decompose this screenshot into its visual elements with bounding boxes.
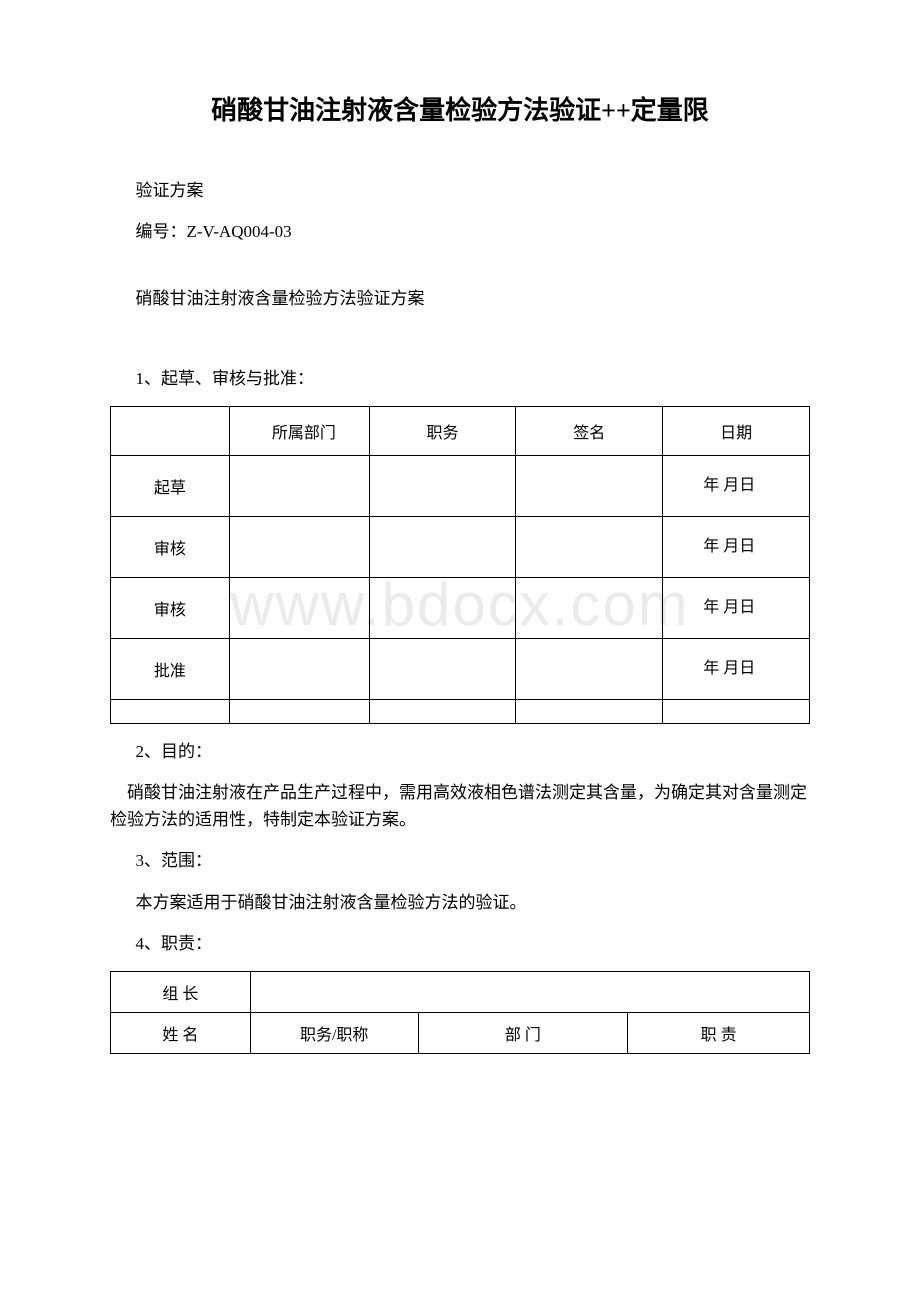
row-label: 起草 [111,455,230,516]
col-signature: 签名 [516,406,663,455]
table-header-row: 姓 名 职务/职称 部 门 职 责 [111,1012,810,1053]
section3-heading: 3、范围： [110,847,810,874]
col-dept: 部 门 [418,1012,628,1053]
row-date: 年 月日 [663,455,810,516]
col-resp: 职 责 [628,1012,810,1053]
table-row [111,699,810,723]
row-date: 年 月日 [663,577,810,638]
table-header-row: 所属部门 职务 签名 日期 [111,406,810,455]
row-date: 年 月日 [663,516,810,577]
col-date: 日期 [663,406,810,455]
approval-table: 所属部门 职务 签名 日期 起草 年 月日 审核 年 月日 审核 年 月日 批准… [110,406,810,724]
responsibility-table: 组 长 姓 名 职务/职称 部 门 职 责 [110,971,810,1054]
col-name: 姓 名 [111,1012,251,1053]
row-date: 年 月日 [663,638,810,699]
subtitle-line1: 验证方案 [110,177,810,204]
section1-heading: 1、起草、审核与批准： [110,365,810,392]
table-row: 起草 年 月日 [111,455,810,516]
leader-label: 组 长 [111,971,251,1012]
page-title: 硝酸甘油注射液含量检验方法验证++定量限 [110,90,810,127]
col-position: 职务 [369,406,516,455]
col-title: 职务/职称 [250,1012,418,1053]
row-label: 审核 [111,577,230,638]
table-row: 组 长 [111,971,810,1012]
section3-body: 本方案适用于硝酸甘油注射液含量检验方法的验证。 [110,889,810,916]
section2-heading: 2、目的： [110,738,810,765]
table-row: 批准 年 月日 [111,638,810,699]
section2-body: 硝酸甘油注射液在产品生产过程中，需用高效液相色谱法测定其含量，为确定其对含量测定… [110,779,810,833]
row-label: 审核 [111,516,230,577]
row-label: 批准 [111,638,230,699]
section4-heading: 4、职责： [110,930,810,957]
table-row: 审核 年 月日 [111,516,810,577]
subtitle-line2: 硝酸甘油注射液含量检验方法验证方案 [110,285,810,312]
col-dept: 所属部门 [229,406,369,455]
doc-number: 编号：Z-V-AQ004-03 [110,218,810,245]
table-row: 审核 年 月日 [111,577,810,638]
